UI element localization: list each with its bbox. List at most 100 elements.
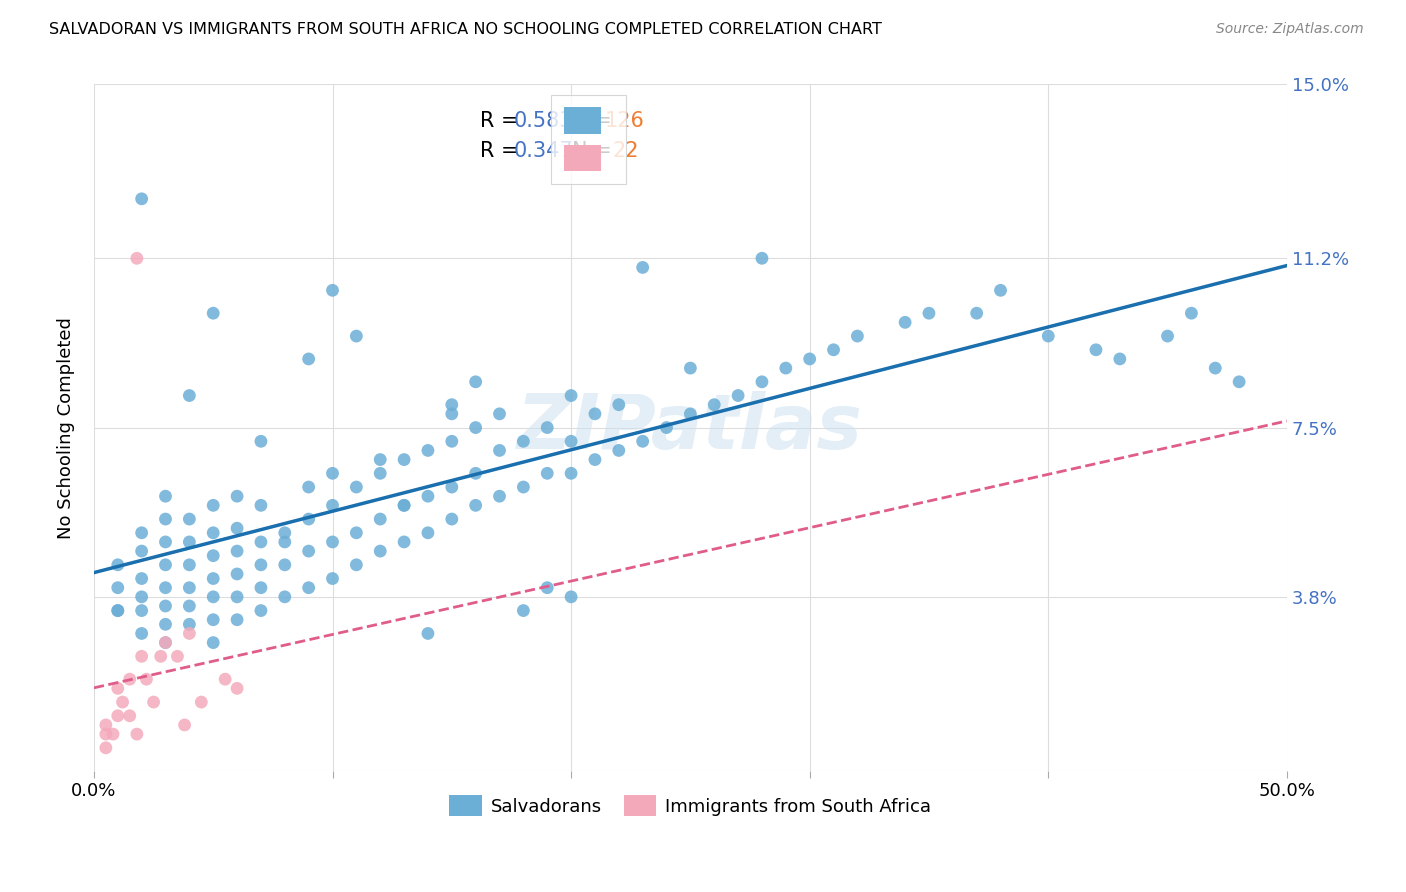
Point	[298, 480, 321, 494]
Point	[155, 558, 177, 572]
Point	[131, 525, 153, 540]
Point	[155, 617, 177, 632]
Point	[179, 626, 201, 640]
Point	[560, 590, 582, 604]
Point	[202, 525, 225, 540]
Point	[727, 388, 749, 402]
Point	[1204, 361, 1226, 376]
Point	[416, 443, 439, 458]
Point	[142, 695, 165, 709]
Point	[202, 572, 225, 586]
Point	[440, 398, 463, 412]
Point	[679, 407, 702, 421]
Point	[751, 252, 773, 266]
Point	[440, 512, 463, 526]
Point	[274, 558, 297, 572]
Point	[560, 388, 582, 402]
Point	[179, 512, 201, 526]
Point	[1156, 329, 1178, 343]
Point	[1180, 306, 1202, 320]
Text: ZIPatlas: ZIPatlas	[517, 391, 863, 465]
Point	[536, 420, 558, 434]
Point	[135, 672, 157, 686]
Point	[416, 525, 439, 540]
Point	[1108, 351, 1130, 366]
Point	[166, 649, 188, 664]
Point	[1084, 343, 1107, 357]
Point	[298, 581, 321, 595]
Point	[101, 727, 124, 741]
Point	[298, 512, 321, 526]
Point	[344, 558, 367, 572]
Point	[488, 407, 510, 421]
Point	[1227, 375, 1250, 389]
Point	[149, 649, 172, 664]
Point	[226, 566, 249, 581]
Point	[155, 581, 177, 595]
Point	[107, 603, 129, 617]
Text: N =: N =	[572, 141, 619, 161]
Point	[751, 375, 773, 389]
Point	[111, 695, 134, 709]
Point	[226, 590, 249, 604]
Point	[214, 672, 236, 686]
Point	[179, 599, 201, 613]
Point	[179, 558, 201, 572]
Text: 22: 22	[613, 141, 640, 161]
Point	[344, 525, 367, 540]
Y-axis label: No Schooling Completed: No Schooling Completed	[58, 317, 75, 539]
Text: 0.347: 0.347	[513, 141, 574, 161]
Point	[512, 480, 534, 494]
Point	[190, 695, 212, 709]
Point	[488, 489, 510, 503]
Point	[512, 603, 534, 617]
Point	[607, 443, 630, 458]
Point	[131, 603, 153, 617]
Point	[392, 499, 415, 513]
Point	[107, 681, 129, 696]
Point	[226, 681, 249, 696]
Point	[179, 617, 201, 632]
Point	[202, 590, 225, 604]
Point	[679, 361, 702, 376]
Point	[226, 544, 249, 558]
Point	[894, 315, 917, 329]
Point	[107, 603, 129, 617]
Point	[274, 525, 297, 540]
Point	[344, 480, 367, 494]
Point	[131, 626, 153, 640]
Text: R =: R =	[481, 141, 526, 161]
Point	[368, 452, 391, 467]
Text: SALVADORAN VS IMMIGRANTS FROM SOUTH AFRICA NO SCHOOLING COMPLETED CORRELATION CH: SALVADORAN VS IMMIGRANTS FROM SOUTH AFRI…	[49, 22, 882, 37]
Point	[1038, 329, 1060, 343]
Point	[125, 727, 148, 741]
Point	[607, 398, 630, 412]
Point	[155, 635, 177, 649]
Point	[131, 649, 153, 664]
Point	[94, 740, 117, 755]
Point	[226, 613, 249, 627]
Point	[321, 572, 343, 586]
Point	[416, 626, 439, 640]
Point	[560, 434, 582, 449]
Point	[392, 452, 415, 467]
Point	[125, 252, 148, 266]
Point	[392, 535, 415, 549]
Point	[202, 499, 225, 513]
Point	[202, 613, 225, 627]
Point	[440, 434, 463, 449]
Point	[274, 535, 297, 549]
Point	[155, 489, 177, 503]
Point	[464, 467, 486, 481]
Point	[131, 590, 153, 604]
Point	[107, 558, 129, 572]
Point	[155, 599, 177, 613]
Point	[368, 467, 391, 481]
Point	[583, 452, 606, 467]
Point	[703, 398, 725, 412]
Point	[990, 283, 1012, 297]
Point	[583, 407, 606, 421]
Point	[155, 535, 177, 549]
Point	[440, 480, 463, 494]
Point	[107, 708, 129, 723]
